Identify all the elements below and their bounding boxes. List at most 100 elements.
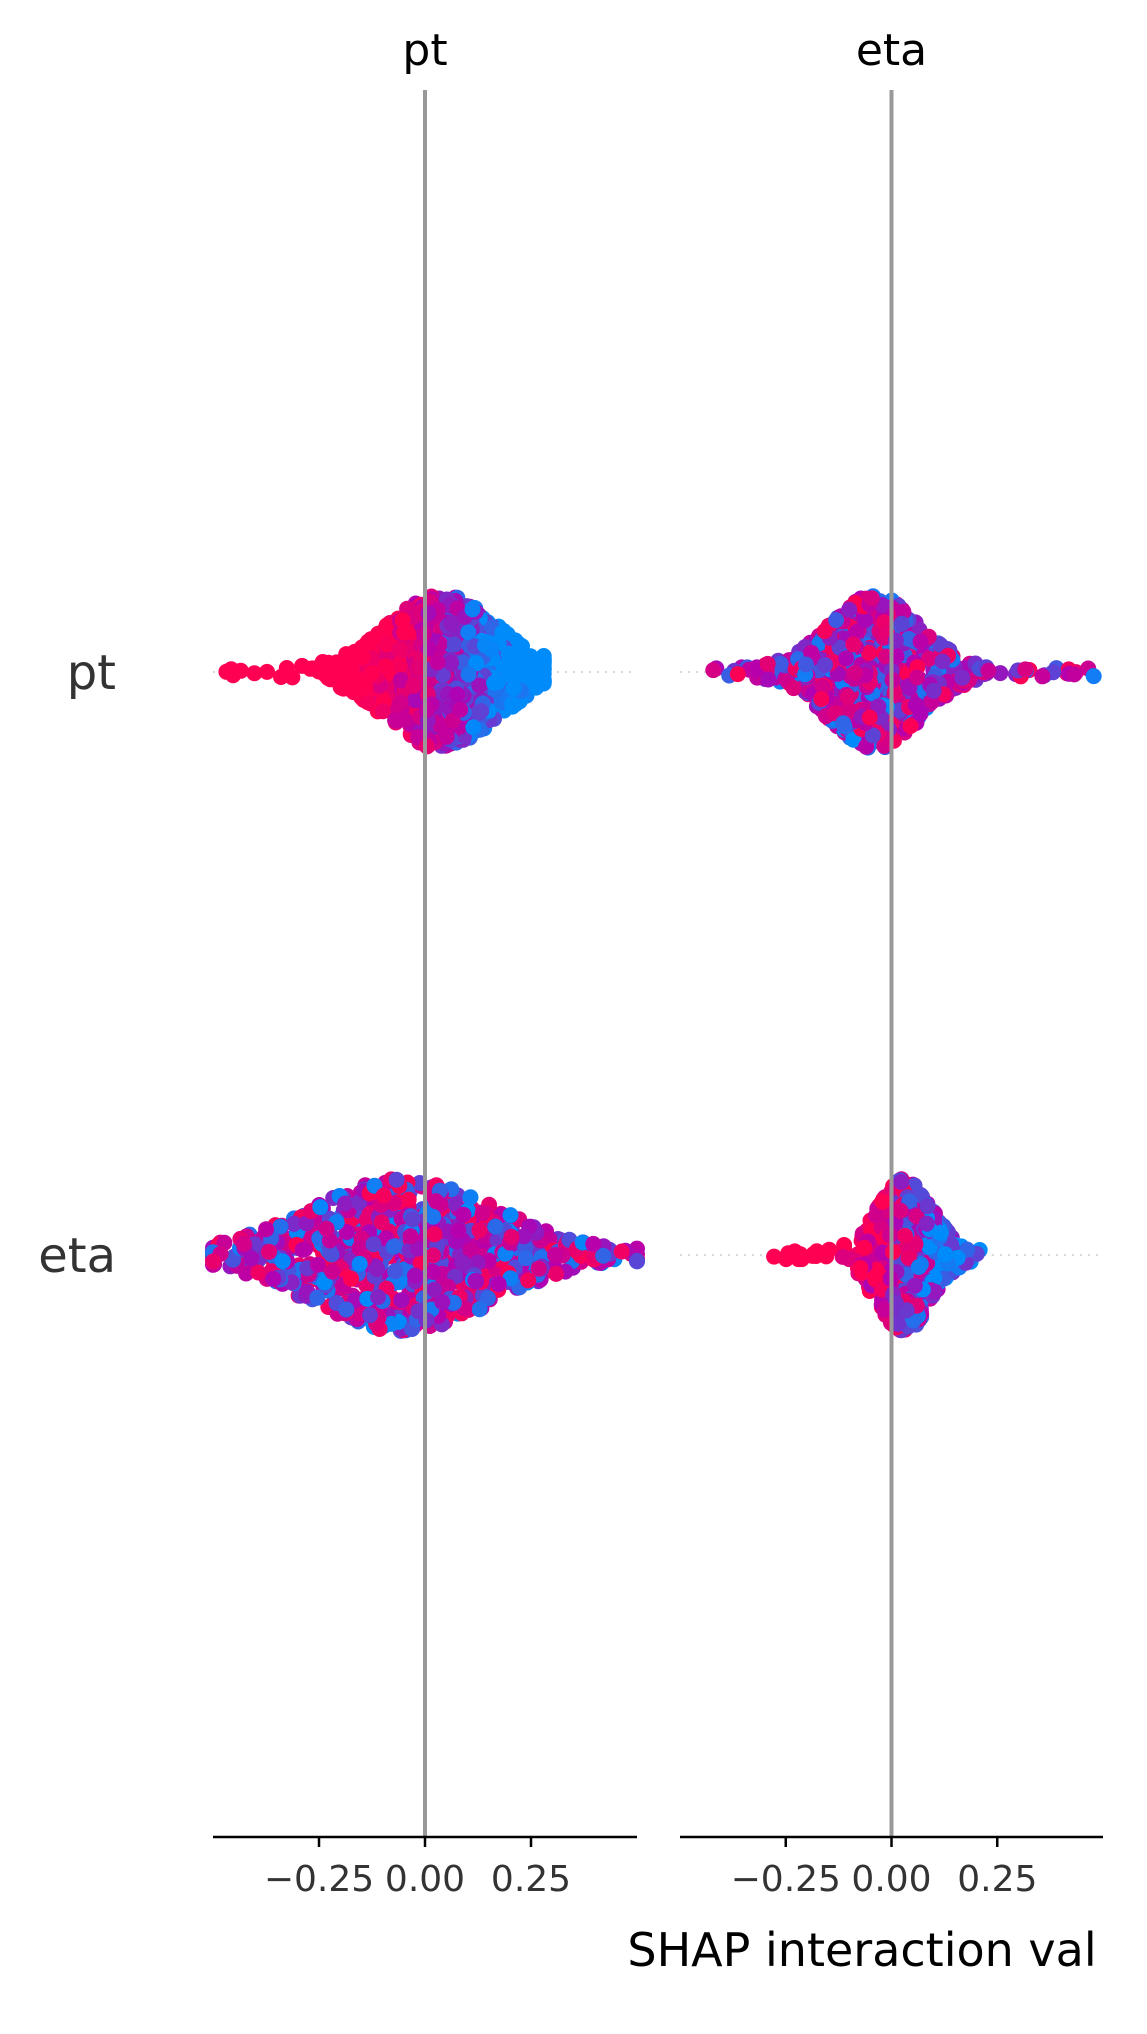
data-point (434, 667, 451, 683)
data-point (1085, 668, 1102, 685)
data-point (846, 664, 863, 681)
data-point (250, 1264, 267, 1281)
data-point (392, 672, 409, 689)
data-point (505, 680, 522, 697)
panel-eta-eta (766, 1171, 988, 1339)
data-point (864, 727, 881, 744)
data-point (274, 1253, 291, 1270)
data-point (338, 1224, 355, 1240)
data-point (848, 624, 865, 640)
data-point (465, 719, 482, 736)
data-point (926, 1283, 943, 1300)
data-point (272, 1218, 289, 1235)
data-point (910, 1259, 927, 1275)
data-point (893, 1173, 910, 1190)
data-point (494, 624, 511, 641)
data-point (429, 654, 446, 671)
data-point (309, 1289, 326, 1306)
data-point (870, 698, 887, 715)
data-point (298, 1215, 315, 1232)
column-title-eta: eta (856, 25, 927, 76)
panel-eta-pt (205, 1171, 645, 1339)
data-point (261, 1243, 277, 1260)
data-point (471, 677, 488, 694)
data-point (772, 655, 789, 672)
data-point (515, 1228, 532, 1245)
data-point (388, 1171, 405, 1188)
data-point (595, 1247, 612, 1264)
data-point (793, 1249, 810, 1266)
data-point (449, 686, 466, 703)
data-point (861, 709, 878, 726)
data-point (932, 1225, 949, 1241)
data-point (530, 1260, 547, 1277)
data-point (845, 636, 862, 653)
data-point (302, 660, 319, 677)
data-point (892, 1202, 909, 1219)
data-point (351, 1255, 368, 1272)
data-point (860, 645, 877, 661)
data-point (232, 662, 249, 679)
data-point (362, 1307, 378, 1324)
data-point (426, 1281, 443, 1298)
data-point (322, 1244, 339, 1261)
data-point (585, 1235, 602, 1252)
data-point (460, 666, 477, 683)
data-point (407, 1267, 423, 1284)
data-point (838, 650, 855, 667)
data-point (629, 1252, 645, 1269)
data-point (868, 1207, 884, 1224)
data-point (479, 1290, 496, 1307)
data-point (374, 703, 391, 720)
data-point (385, 1238, 402, 1255)
data-point (387, 1263, 404, 1280)
data-point (808, 1243, 825, 1260)
data-point (816, 656, 833, 673)
column-title-pt: pt (402, 25, 447, 76)
data-point (439, 1278, 456, 1295)
data-point (1066, 666, 1083, 683)
x-tick-label: 0.00 (851, 1859, 931, 1900)
data-point (410, 659, 427, 676)
data-point (265, 1270, 282, 1287)
data-point (902, 718, 919, 734)
data-point (852, 1260, 869, 1276)
data-point (396, 624, 413, 641)
data-point (337, 1195, 353, 1212)
data-point (766, 1248, 783, 1265)
data-point (876, 1301, 893, 1318)
data-point (490, 1276, 507, 1293)
x-tick-label: −0.25 (731, 1859, 841, 1900)
x-tick-label: 0.25 (491, 1859, 571, 1900)
data-point (235, 1236, 252, 1252)
data-point (460, 624, 477, 641)
data-point (404, 1211, 421, 1228)
data-point (502, 1207, 519, 1224)
data-point (452, 701, 469, 718)
data-point (324, 1263, 341, 1280)
data-point (420, 605, 437, 622)
data-point (487, 1218, 504, 1235)
data-point (1034, 668, 1051, 685)
data-point (377, 658, 394, 675)
data-point (343, 1270, 360, 1287)
x-tick-label: 0.25 (957, 1859, 1037, 1900)
data-point (476, 637, 493, 654)
data-point (318, 1220, 335, 1237)
x-axis-title: SHAP interaction val (627, 1923, 1096, 1977)
data-point (840, 689, 856, 705)
data-point (464, 601, 481, 618)
data-point (391, 641, 408, 658)
data-point (535, 673, 552, 690)
data-point (507, 650, 524, 667)
data-point (373, 1214, 390, 1231)
data-point (259, 663, 275, 680)
data-point (980, 662, 997, 679)
data-point (912, 705, 929, 722)
data-point (428, 1193, 444, 1210)
data-point (760, 671, 777, 688)
row-label-eta: eta (38, 1228, 116, 1284)
data-point (409, 1240, 426, 1257)
data-point (370, 1289, 386, 1306)
